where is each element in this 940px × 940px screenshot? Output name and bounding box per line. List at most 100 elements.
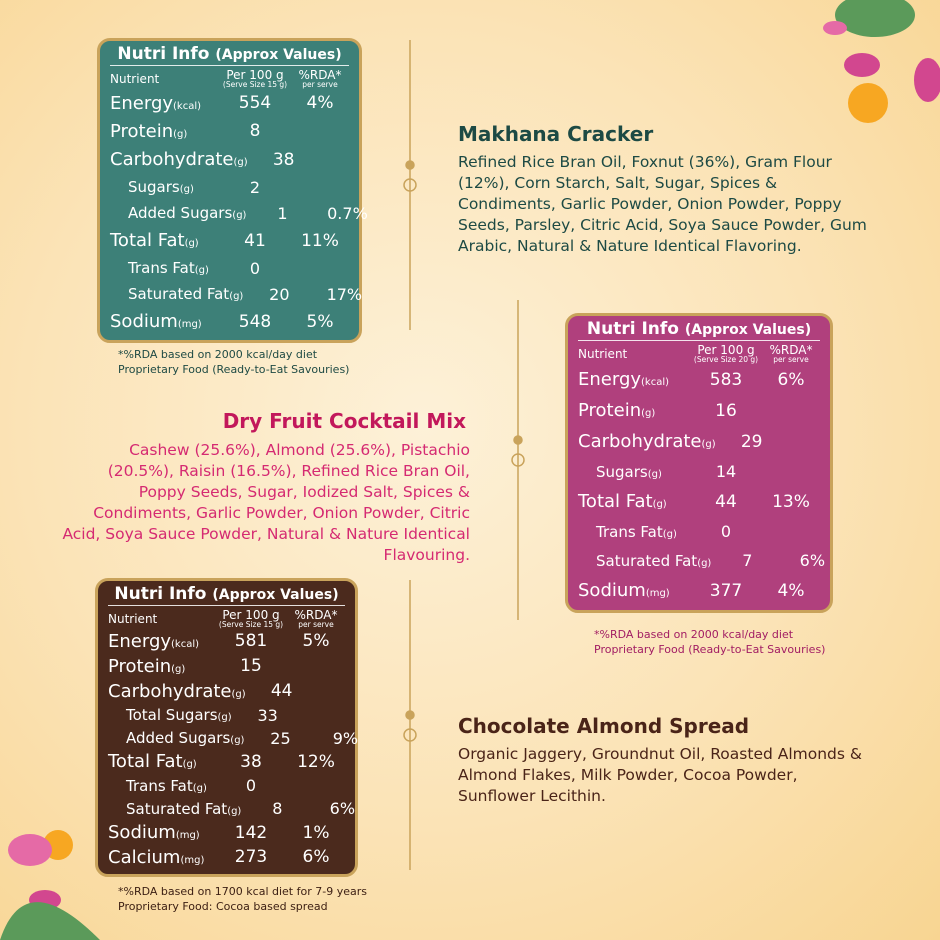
- rda: 6%: [329, 799, 356, 819]
- nutrient-row: Trans Fat(g) 0: [108, 776, 345, 795]
- nutrient-unit: (g): [701, 439, 716, 450]
- nutrient-row: Sodium(mg) 377 4%: [578, 580, 820, 601]
- nutrient-row: Total Fat(g) 41 11%: [110, 230, 349, 251]
- per-100g: 16: [715, 400, 737, 421]
- nutrient-label: Energy: [108, 630, 172, 652]
- nutrient-row: Energy(kcal) 581 5%: [108, 631, 345, 652]
- nutrient-unit: (g): [171, 663, 186, 675]
- footnote: *%RDA based on 1700 kcal diet for 7-9 ye…: [118, 885, 367, 898]
- per-100g: 554: [238, 93, 272, 114]
- col-per100: Per 100 g (Serve Size 15 g): [219, 69, 291, 89]
- nutrient-label: Total Fat: [108, 751, 183, 773]
- nutrient-unit: (g): [697, 557, 712, 569]
- per-100g: 548: [238, 311, 272, 332]
- col-serve-size: (Serve Size 15 g): [222, 80, 288, 89]
- footnotes: *%RDA based on 2000 kcal/day diet Proprie…: [594, 627, 825, 657]
- nutrient-row: Total Fat(g) 44 13%: [578, 491, 820, 512]
- col-rda-label: %RDA*: [769, 343, 813, 357]
- column-header: Nutrient Per 100 g (Serve Size 15 g) %RDA* p…: [108, 606, 345, 629]
- nutrient-row: Protein(g) 8: [110, 121, 349, 142]
- product-name: Chocolate Almond Spread: [458, 714, 750, 738]
- nutrient-unit: (g): [232, 210, 247, 222]
- nutrient-name: Added Sugars(g): [110, 204, 246, 222]
- nutrient-label: Protein: [578, 400, 642, 421]
- col-per100-label: Per 100 g: [697, 343, 755, 357]
- col-nutrient: Nutrient: [110, 72, 160, 86]
- nutrient-unit: (g): [652, 499, 667, 510]
- nutrient-label: Added Sugars: [126, 729, 231, 747]
- col-serve-size: (Serve Size 15 g): [218, 620, 284, 629]
- column-header: Nutrient Per 100 g (Serve Size 15 g) %RDA* p…: [110, 66, 349, 89]
- nutrient-label: Trans Fat: [596, 522, 663, 541]
- footnote: *%RDA based on 2000 kcal/day diet: [118, 348, 318, 361]
- nutrient-name: Total Fat(g): [578, 491, 690, 512]
- panel-title: Nutri Info: [114, 584, 207, 604]
- nutrient-label: Trans Fat: [128, 259, 195, 278]
- nutrient-name: Saturated Fat(g): [578, 552, 711, 570]
- nutrient-label: Sodium: [578, 580, 646, 601]
- per-100g: 33: [257, 705, 278, 725]
- nutrient-label: Saturated Fat: [128, 285, 230, 304]
- per-100g: 15: [240, 656, 262, 677]
- nutrient-label: Carbohydrate: [578, 431, 702, 452]
- rda: 5%: [306, 311, 334, 332]
- nutrient-name: Sodium(mg): [578, 580, 690, 601]
- nutrient-label: Carbohydrate: [108, 680, 232, 702]
- per-100g: 377: [709, 580, 743, 601]
- nutrient-label: Trans Fat: [126, 776, 193, 795]
- nutrient-label: Sugars: [128, 178, 180, 197]
- nutrient-unit: (g): [182, 759, 197, 771]
- panel-title: Nutri Info: [117, 44, 210, 64]
- per-100g: 273: [234, 847, 268, 868]
- nutrient-unit: (g): [229, 291, 244, 303]
- per-100g: 2: [249, 177, 261, 197]
- per-100g: 44: [270, 681, 293, 702]
- nutrient-unit: (kcal): [171, 638, 200, 650]
- per-100g: 14: [715, 462, 737, 481]
- nutrient-unit: (mg): [180, 854, 205, 866]
- nutrient-row: Calcium(mg) 273 6%: [108, 847, 345, 868]
- nutrient-name: Added Sugars(g): [108, 729, 244, 747]
- per-100g: 583: [709, 369, 743, 390]
- panel-header: Nutri Info (Approx Values): [108, 581, 345, 606]
- nutrient-unit: (g): [231, 688, 246, 700]
- rda: 13%: [772, 491, 810, 512]
- per-100g: 38: [272, 149, 295, 170]
- nutrition-panel: Nutri Info (Approx Values) Nutrient Per 10…: [95, 578, 358, 877]
- col-rda: %RDA* per serve: [762, 344, 820, 364]
- col-rda: %RDA* per serve: [291, 69, 349, 89]
- nutrient-label: Saturated Fat: [596, 551, 698, 570]
- col-per-serve: per serve: [298, 620, 334, 629]
- nutrient-row: Energy(kcal) 554 4%: [110, 93, 349, 114]
- nutrient-unit: (g): [217, 712, 232, 724]
- nutrient-row: Total Fat(g) 38 12%: [108, 751, 345, 772]
- nutrient-name: Carbohydrate(g): [110, 149, 248, 170]
- rda: 11%: [301, 230, 339, 251]
- nutrient-unit: (g): [184, 238, 199, 250]
- nutrient-label: Total Sugars: [126, 706, 218, 725]
- ingredients: Cashew (25.6%), Almond (25.6%), Pistachi…: [62, 441, 470, 564]
- nutrient-row: Sodium(mg) 142 1%: [108, 822, 345, 843]
- nutrient-label: Energy: [110, 92, 174, 114]
- rda: 0.7%: [327, 203, 368, 223]
- per-100g: 8: [272, 799, 283, 819]
- footnote: Proprietary Food (Ready-to-Eat Savouries…: [118, 363, 350, 376]
- nutrient-row: Carbohydrate(g) 38: [110, 149, 349, 170]
- nutrient-label: Sugars: [596, 462, 648, 481]
- nutrient-label: Calcium: [108, 846, 181, 868]
- column-header: Nutrient Per 100 g (Serve Size 20 g) %RDA* p…: [578, 341, 820, 364]
- per-100g: 0: [249, 258, 261, 278]
- per-100g: 7: [742, 551, 753, 570]
- rda: 17%: [326, 284, 363, 304]
- nutrient-name: Trans Fat(g): [108, 777, 215, 795]
- nutrient-label: Protein: [108, 655, 172, 677]
- per-100g: 142: [234, 822, 268, 843]
- nutrient-row: Protein(g) 15: [108, 656, 345, 677]
- rda: 9%: [332, 728, 359, 748]
- rows: Energy(kcal) 554 4% Protein(g) 8 Carbohydrate…: [110, 89, 368, 336]
- nutrient-row: Protein(g) 16: [578, 400, 820, 421]
- nutrient-unit: (g): [647, 468, 662, 480]
- col-per100: Per 100 g (Serve Size 20 g): [690, 344, 762, 364]
